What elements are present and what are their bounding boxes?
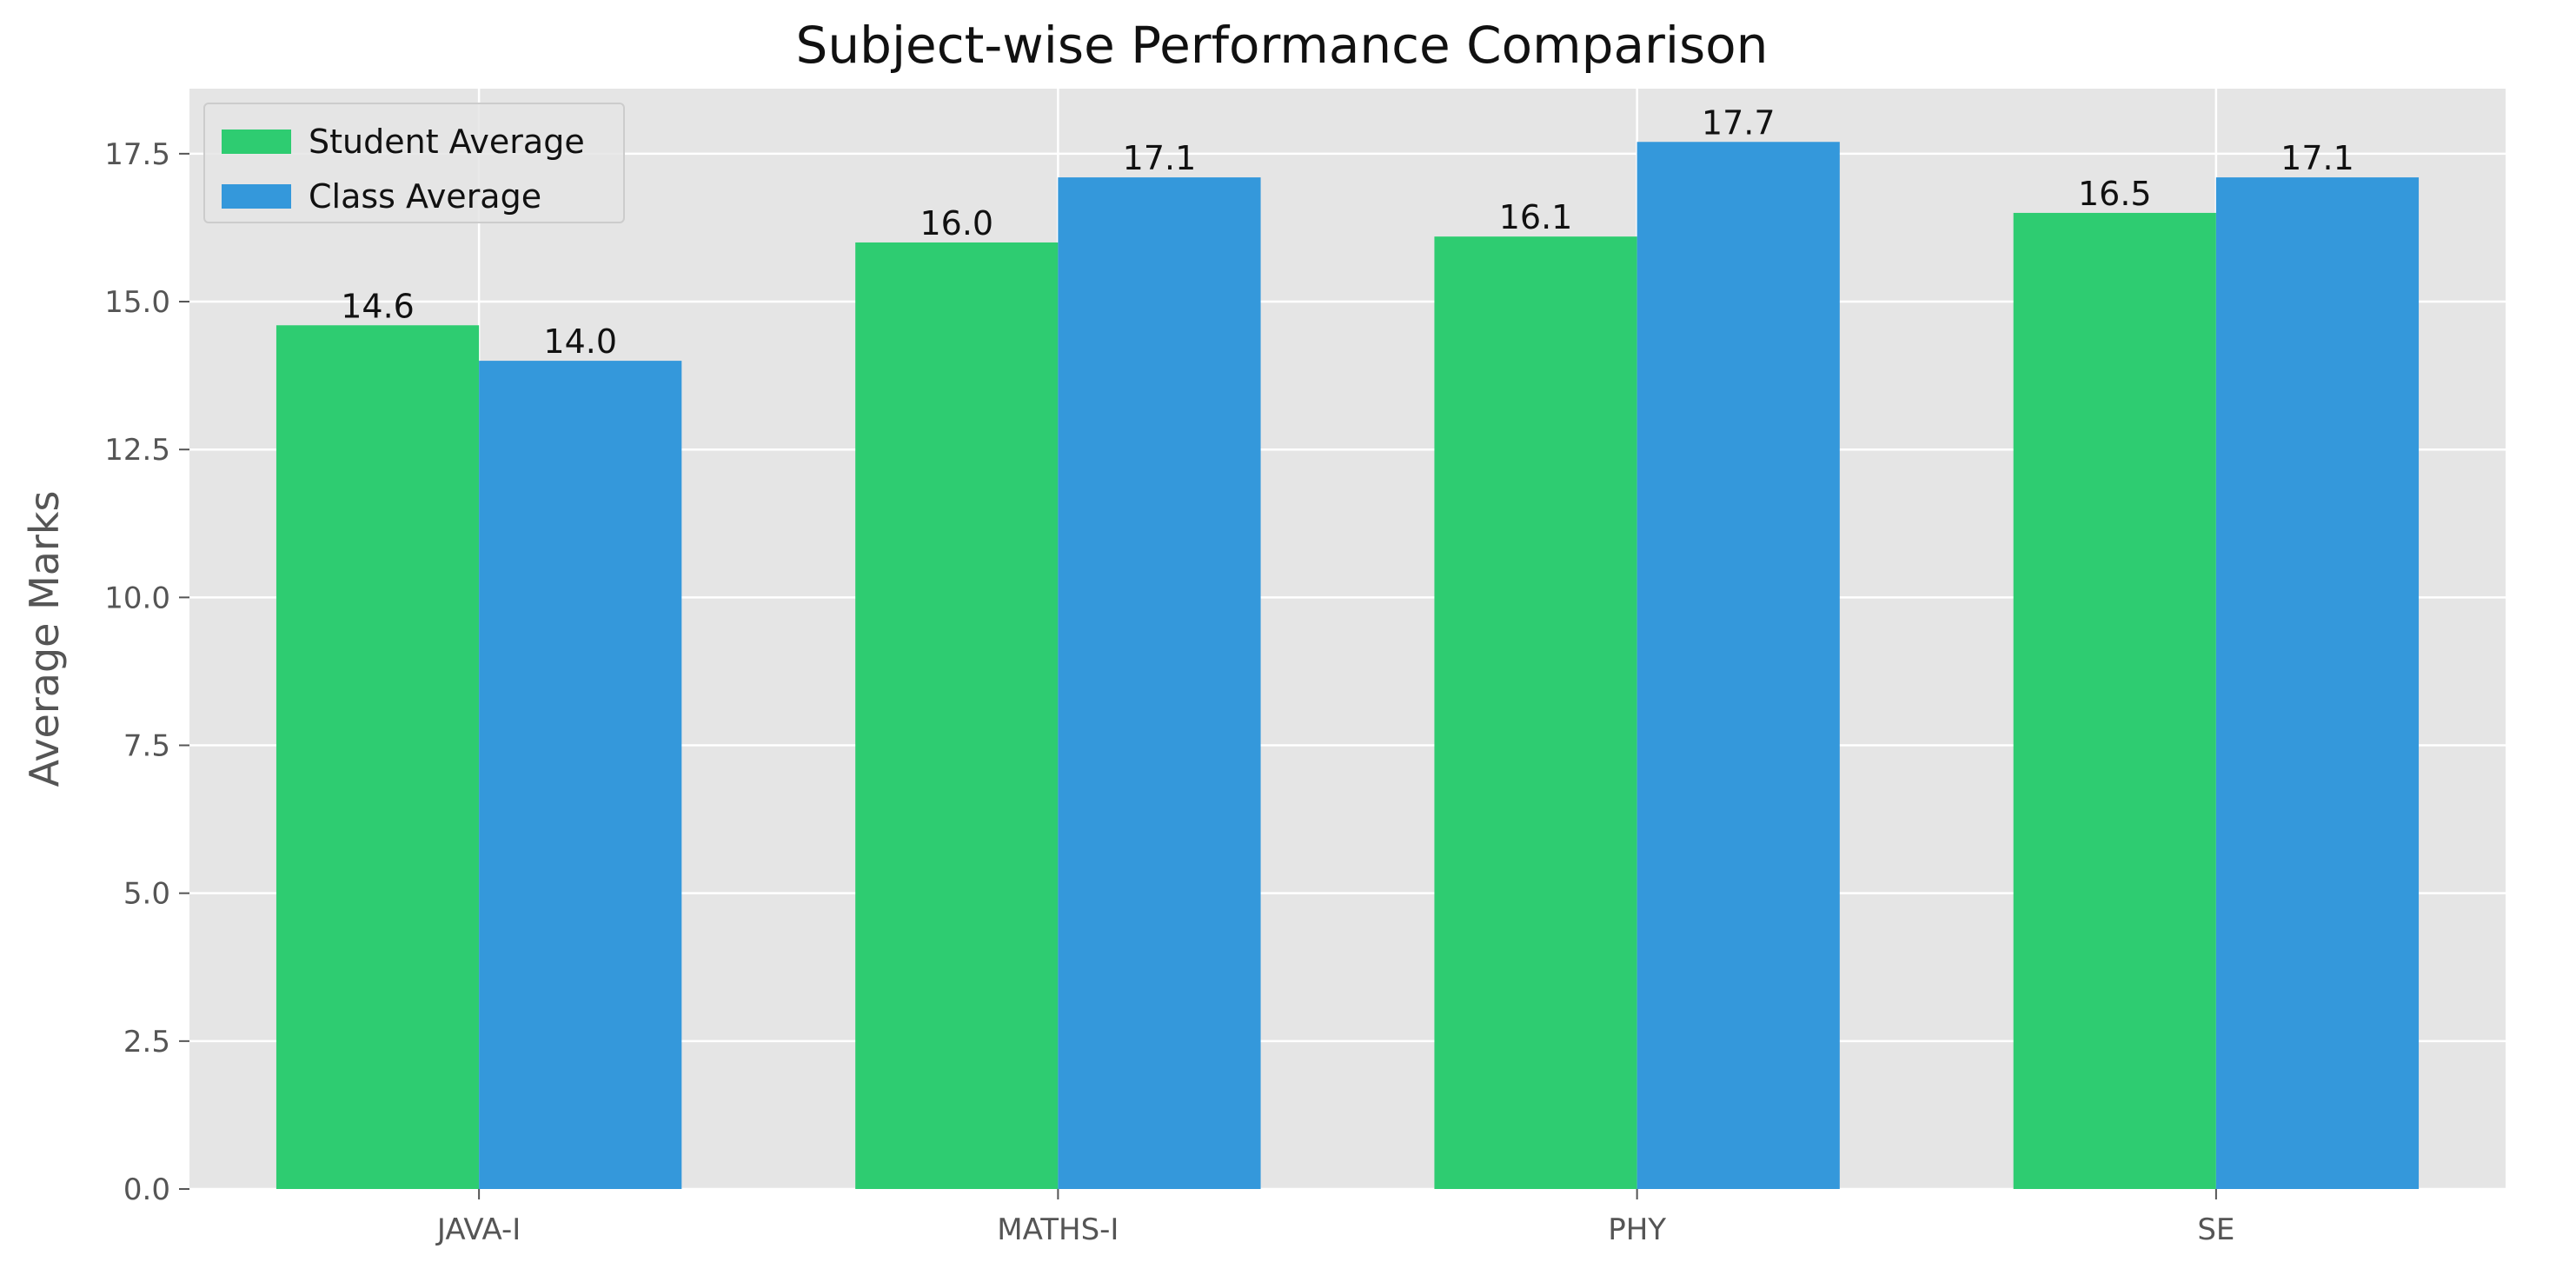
y-tick-label: 7.5 (123, 729, 170, 764)
data-labels: 14.6 16.0 16.1 16.5 14.0 17.1 17.7 17.1 (341, 103, 2354, 361)
data-label-class-average: 17.1 (2281, 139, 2354, 177)
bar-student-average-se (2013, 212, 2216, 1189)
bar-class-average-se (2215, 177, 2420, 1189)
y-tick-label: 17.5 (104, 137, 170, 172)
x-tick-label: MATHS-I (997, 1212, 1119, 1247)
bar-class-average-maths-i (1058, 177, 1261, 1189)
x-axis: JAVA-I MATHS-I PHY SE (435, 1189, 2234, 1247)
y-axis: 0.0 2.5 5.0 7.5 10.0 12.5 15.0 17.5 (104, 137, 189, 1207)
legend-label-student-average: Student Average (309, 123, 585, 161)
x-tick-label: JAVA-I (435, 1212, 521, 1247)
data-label-student-average: 16.5 (2078, 175, 2152, 213)
chart-title: Subject-wise Performance Comparison (796, 16, 1769, 75)
bar-student-average-maths-i (855, 242, 1059, 1189)
data-label-student-average: 16.0 (920, 204, 993, 242)
y-tick-label: 10.0 (104, 581, 170, 615)
data-label-class-average: 17.7 (1702, 103, 1776, 142)
y-tick-label: 12.5 (104, 433, 170, 468)
data-label-student-average: 14.6 (341, 287, 415, 325)
legend-box (203, 103, 625, 223)
bar-class-average-java-i (479, 361, 682, 1189)
y-tick-label: 0.0 (123, 1172, 170, 1207)
y-tick-label: 15.0 (104, 285, 170, 320)
y-tick-label: 2.5 (123, 1025, 170, 1059)
bar-student-average-phy (1434, 236, 1637, 1190)
y-axis-label: Average Marks (21, 491, 68, 787)
legend-swatch-student-average (222, 130, 291, 154)
legend-swatch-class-average (222, 184, 291, 209)
bar-student-average-java-i (276, 325, 480, 1189)
legend-label-class-average: Class Average (309, 177, 541, 216)
y-tick-label: 5.0 (123, 877, 170, 912)
bar-class-average-phy (1637, 142, 1840, 1190)
data-label-class-average: 17.1 (1123, 139, 1197, 177)
x-tick-label: PHY (1608, 1212, 1666, 1247)
data-label-class-average: 14.0 (543, 322, 617, 361)
data-label-student-average: 16.1 (1499, 198, 1573, 236)
bars (276, 142, 2420, 1190)
x-tick-label: SE (2197, 1212, 2234, 1247)
legend: Student Average Class Average (203, 103, 625, 223)
